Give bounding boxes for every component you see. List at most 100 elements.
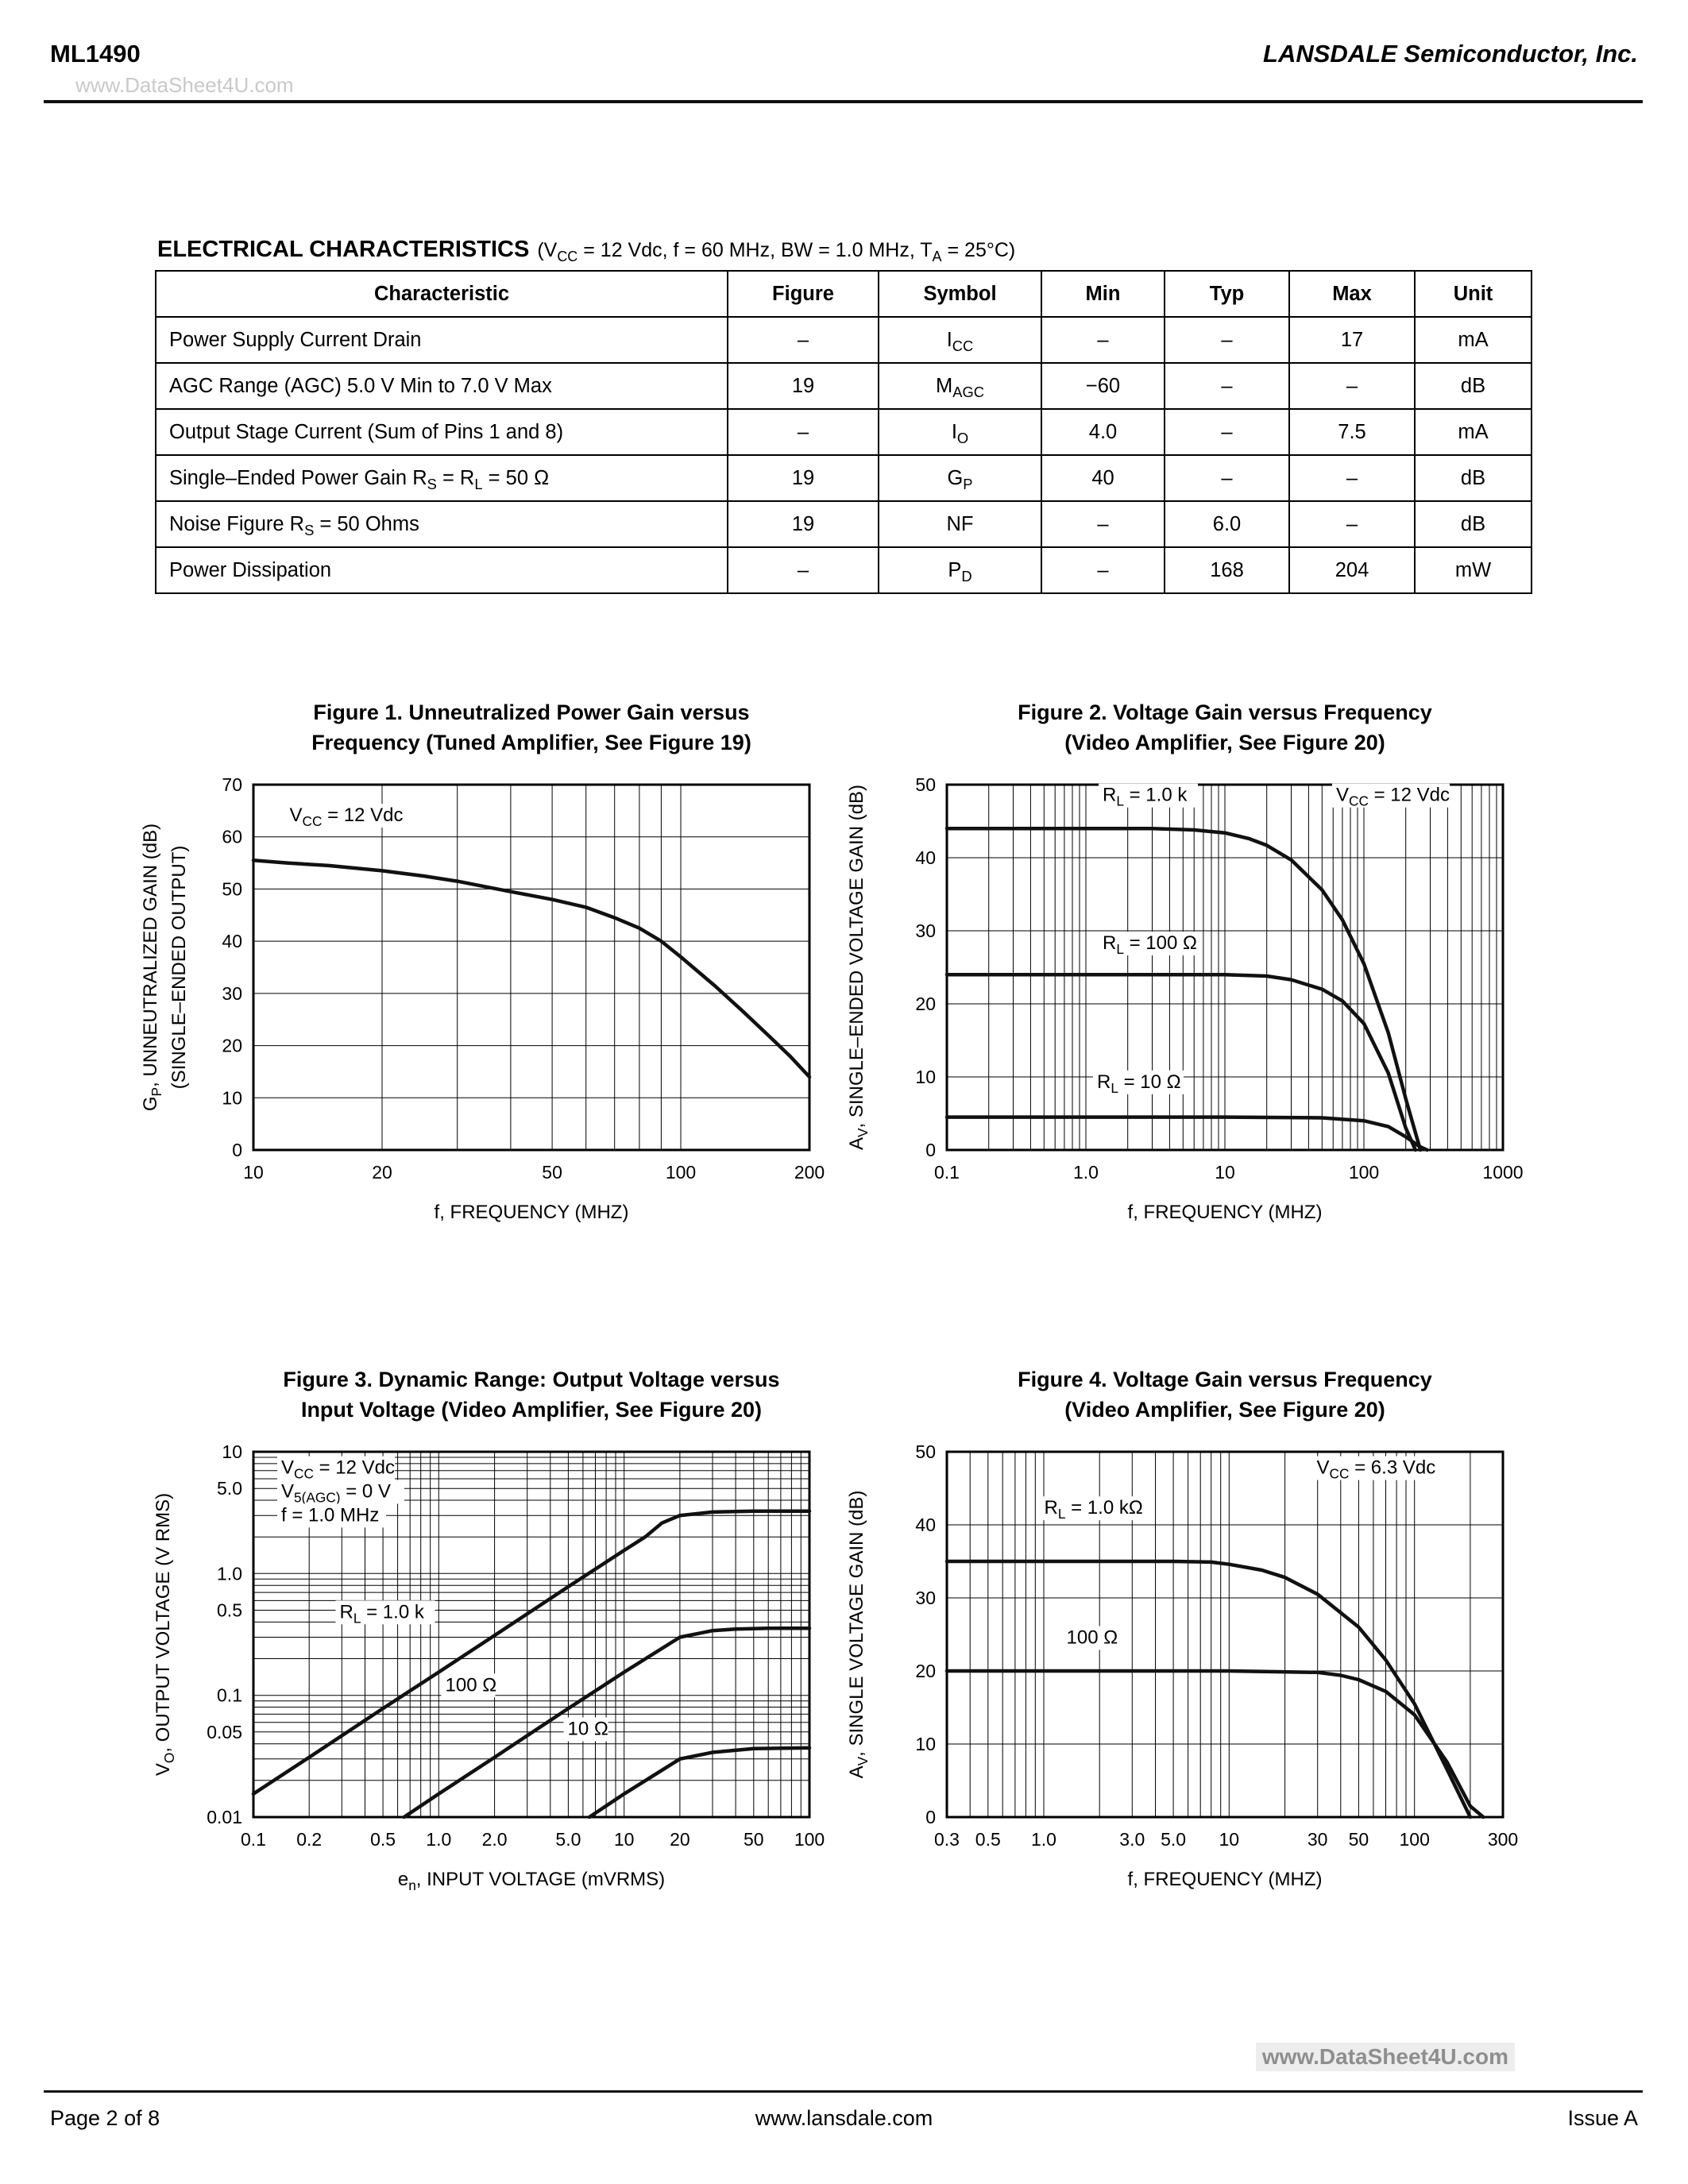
- table-row: Single–Ended Power Gain RS = RL = 50 Ω 19…: [155, 454, 1532, 502]
- grid: [946, 1451, 1504, 1818]
- tick-labels: 0.1 1.0 10 100 1000 0 10 20 30 40 50: [915, 774, 1523, 1183]
- svg-text:0.5: 0.5: [975, 1829, 1001, 1850]
- svg-text:100: 100: [1349, 1162, 1379, 1183]
- svg-text:100: 100: [666, 1162, 696, 1183]
- annotation-label: VCC = 12 Vdc: [1336, 785, 1450, 809]
- table-cell: 7.5: [1288, 408, 1416, 456]
- table-cell: GP: [878, 454, 1042, 502]
- table-row: Power Supply Current Drain – ICC – –17 mA: [155, 316, 1532, 364]
- annotation-mask: [1062, 1626, 1117, 1650]
- figure-2-title: Figure 2. Voltage Gain versus Frequency …: [947, 697, 1503, 758]
- curve-100: [944, 1669, 1485, 1819]
- table-cell: 204: [1288, 546, 1416, 594]
- table-cell: 19: [727, 500, 879, 548]
- svg-text:200: 200: [794, 1162, 825, 1183]
- svg-text:100: 100: [794, 1829, 825, 1850]
- annotation-mask: [335, 1600, 435, 1625]
- table-cell: –: [727, 546, 879, 594]
- table-cell: Single–Ended Power Gain RS = RL = 50 Ω: [155, 454, 728, 502]
- svg-text:0.05: 0.05: [207, 1722, 242, 1742]
- table-row: Power Dissipation – PD –168 204 mW: [155, 546, 1532, 594]
- svg-text:2.0: 2.0: [482, 1829, 508, 1850]
- curve-gain: [251, 859, 812, 1079]
- figure-4-title-line2: (Video Amplifier, See Figure 20): [1064, 1398, 1385, 1422]
- svg-text:10: 10: [915, 1067, 936, 1087]
- figure-1-chart: 10 20 50 100 200 0 10 20 30 40 50 60 70 f, FREQUENCY …: [110, 762, 885, 1283]
- svg-text:20: 20: [372, 1162, 392, 1183]
- table-cell: PD: [878, 546, 1042, 594]
- table-cell: Power Supply Current Drain: [155, 316, 728, 364]
- svg-text:10: 10: [915, 1734, 936, 1754]
- table-cell: mA: [1414, 408, 1532, 456]
- annotation-label: V5(AGC) = 0 V: [281, 1481, 391, 1506]
- figure-2: Figure 2. Voltage Gain versus Frequency …: [804, 697, 1578, 1283]
- table-cell: IO: [878, 408, 1042, 456]
- section-conditions: (VCC = 12 Vdc, f = 60 MHz, BW = 1.0 MHz,…: [537, 239, 1016, 264]
- svg-text:100: 100: [1400, 1829, 1430, 1850]
- svg-text:0.01: 0.01: [207, 1807, 242, 1827]
- watermark-top: www.DataSheet4U.com: [75, 73, 294, 97]
- plot-border: [945, 783, 1505, 1152]
- svg-text:300: 300: [1488, 1829, 1518, 1850]
- svg-text:3.0: 3.0: [1119, 1829, 1145, 1850]
- curves: [944, 826, 1429, 1152]
- column-header: Min: [1041, 270, 1165, 318]
- footer-page-number: Page 2 of 8: [50, 2106, 160, 2130]
- table-cell: mA: [1414, 316, 1532, 364]
- y-axis-label-line2: (SINGLE–ENDED OUTPUT): [168, 846, 190, 1090]
- annotation-mask: [1332, 783, 1450, 808]
- svg-text:5.0: 5.0: [555, 1829, 581, 1850]
- section-title: ELECTRICAL CHARACTERISTICS: [157, 237, 530, 262]
- svg-text:1.0: 1.0: [1031, 1829, 1056, 1850]
- svg-text:30: 30: [222, 983, 242, 1004]
- footer-site: www.lansdale.com: [755, 2106, 933, 2130]
- figure-3-title-line1: Figure 3. Dynamic Range: Output Voltage …: [283, 1368, 780, 1391]
- spec-table: Characteristic Figure Symbol Min Typ Max Unit …: [155, 270, 1532, 594]
- footer-issue: Issue A: [1567, 2106, 1638, 2130]
- svg-text:0.1: 0.1: [217, 1685, 242, 1706]
- y-axis-label: AV, SINGLE–ENDED VOLTAGE GAIN (dB): [846, 785, 871, 1150]
- svg-text:20: 20: [915, 994, 936, 1014]
- annotation-mask: [1312, 1456, 1440, 1480]
- table-cell: –: [1164, 362, 1290, 410]
- plot-border: [945, 1450, 1505, 1819]
- table-cell: 168: [1164, 546, 1290, 594]
- column-header: Max: [1288, 270, 1416, 318]
- table-cell: –: [727, 408, 879, 456]
- curve-10: [587, 1746, 812, 1819]
- watermark-bottom: www.DataSheet4U.com: [1255, 2043, 1515, 2071]
- column-header: Figure: [727, 270, 879, 318]
- x-axis-label: f, FREQUENCY (MHZ): [435, 1202, 629, 1223]
- annotation-label: VCC = 12 Vdc: [281, 1457, 395, 1482]
- annotations: RL = 1.0 k VCC = 12 Vdc RL = 100 Ω RL = 10 …: [1093, 783, 1450, 1096]
- svg-text:10: 10: [1215, 1162, 1235, 1183]
- header-rule: [44, 100, 1643, 103]
- annotation-label: 10 Ω: [568, 1719, 608, 1740]
- svg-text:0.1: 0.1: [241, 1829, 266, 1850]
- table-cell: 19: [727, 362, 879, 410]
- figure-4-title: Figure 4. Voltage Gain versus Frequency …: [947, 1364, 1503, 1425]
- annotation-mask: [1040, 1496, 1149, 1521]
- column-header: Typ: [1164, 270, 1290, 318]
- table-cell: 6.0: [1164, 500, 1290, 548]
- spec-table-head: Characteristic Figure Symbol Min Typ Max Unit: [155, 270, 1532, 318]
- svg-text:10: 10: [614, 1829, 635, 1850]
- annotation-mask: [277, 1456, 395, 1480]
- chart-canvas: 0.1 0.2 0.5 1.0 2.0 5.0 10 20 50 100 0.01 0.05 0.1 0.…: [153, 1441, 825, 1893]
- y-axis-label: GP, UNNEUTRALIZED GAIN (dB): [140, 824, 164, 1111]
- figure-3-chart: 0.1 0.2 0.5 1.0 2.0 5.0 10 20 50 100 0.01 0.05 0.1 0.…: [110, 1430, 885, 1950]
- annotation-label: RL = 1.0 k: [1103, 785, 1188, 809]
- svg-text:50: 50: [542, 1162, 562, 1183]
- annotation-label: 100 Ω: [1067, 1627, 1118, 1649]
- table-header-row: Characteristic Figure Symbol Min Typ Max Unit: [155, 270, 1532, 318]
- annotation-mask: [563, 1717, 608, 1742]
- table-cell: 19: [727, 454, 879, 502]
- curves: [251, 1509, 812, 1819]
- svg-text:70: 70: [222, 774, 242, 795]
- table-cell: –: [1288, 500, 1416, 548]
- figure-2-chart: 0.1 1.0 10 100 1000 0 10 20 30 40 50 f, FREQUENCY (…: [804, 762, 1578, 1283]
- table-row: Output Stage Current (Sum of Pins 1 and …: [155, 408, 1532, 456]
